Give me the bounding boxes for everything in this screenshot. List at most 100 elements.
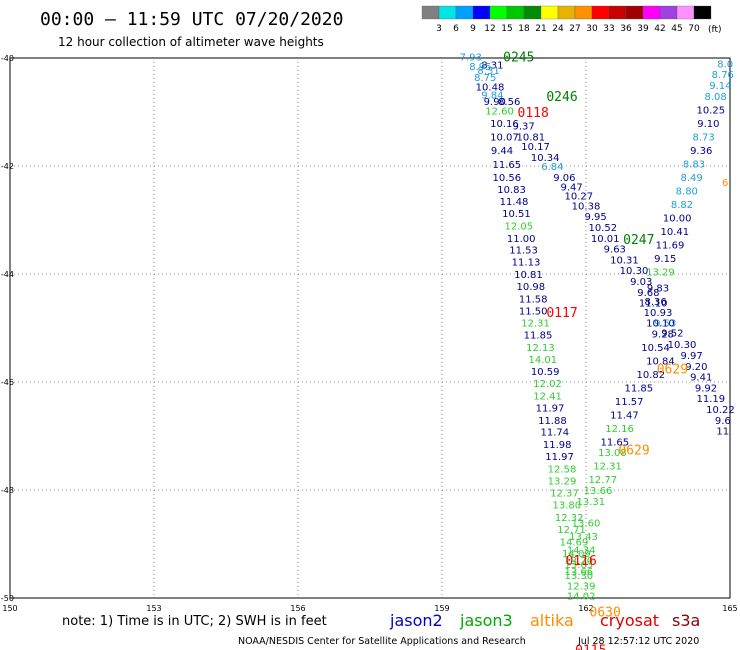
wave-height-value: 9.28 xyxy=(652,329,674,340)
wave-height-value: 8.82 xyxy=(671,200,693,211)
footer-timestamp: Jul 28 12:57:12 UTC 2020 xyxy=(577,636,699,647)
wave-height-value: 9.44 xyxy=(491,146,513,157)
wave-height-value: 11.85 xyxy=(524,330,553,341)
wave-height-value: 10.54 xyxy=(641,343,670,354)
satellite-legend-jason2: jason2 xyxy=(389,611,443,630)
wave-height-value: 13.66 xyxy=(584,486,613,497)
wave-height-value: 13.29 xyxy=(646,267,675,278)
wave-height-value: 8.08 xyxy=(704,92,726,103)
longitude-label: 162 xyxy=(578,604,593,613)
wave-height-value: 11.97 xyxy=(536,403,565,414)
wave-height-value: 9.47 xyxy=(560,183,582,194)
wave-height-value: 9.52 xyxy=(661,328,683,339)
wave-height-value: 9.10 xyxy=(697,119,719,130)
wave-height-value: 7.93 xyxy=(460,52,482,63)
wave-height-value: 10.38 xyxy=(572,201,601,212)
colorbar-swatch xyxy=(574,5,593,20)
wave-height-value: 8.73 xyxy=(692,132,714,143)
latitude-label: -46 xyxy=(1,378,14,387)
wave-height-value: 8.31 xyxy=(477,66,499,77)
colorbar-tick: 70 xyxy=(688,24,700,34)
wave-height-value: 8.80 xyxy=(676,186,698,197)
wave-height-value: 10.10 xyxy=(646,319,675,330)
wave-height-value: 9.03 xyxy=(630,277,652,288)
colorbar-legend: 3 6 9 12 15 18 21 24 27 30 33 36 39 42 45 70 xyxy=(421,5,712,34)
colorbar-tick: 39 xyxy=(637,24,649,34)
wave-height-value: 12.16 xyxy=(605,424,634,435)
wave-height-value: 11.10 xyxy=(639,299,668,310)
latitude-label: -42 xyxy=(1,162,14,171)
wave-height-value: 10.30 xyxy=(620,266,649,277)
wave-height-value: 14.69 xyxy=(560,537,589,548)
wave-height-value: 10.30 xyxy=(668,340,697,351)
time-label: 0245 xyxy=(503,50,534,65)
colorbar-swatch xyxy=(421,5,440,20)
colorbar-tick: 6 xyxy=(453,24,459,34)
wave-height-value: 10.93 xyxy=(644,308,673,319)
wave-height-value: 11.97 xyxy=(545,452,574,463)
wave-height-value: 12.39 xyxy=(567,582,596,593)
colorbar-swatch xyxy=(506,5,525,20)
footer-credit: NOAA/NESDIS Center for Satellite Applica… xyxy=(238,636,526,647)
wave-height-value: 9.83 xyxy=(647,284,669,295)
wave-height-value: 14.02 xyxy=(567,591,596,602)
colorbar-swatch xyxy=(472,5,491,20)
wave-height-value: 10.98 xyxy=(516,282,545,293)
wave-height-value: 10.81 xyxy=(516,132,545,143)
wave-height-value: 11.98 xyxy=(543,440,572,451)
wave-height-value: 9.36 xyxy=(690,146,712,157)
wave-height-value: 10.56 xyxy=(492,173,521,184)
wave-height-value: 12.31 xyxy=(521,319,550,330)
wave-height-value: 13.08 xyxy=(598,448,627,459)
colorbar-tick: 45 xyxy=(671,24,682,34)
wave-height-value: 10.83 xyxy=(497,185,526,196)
wave-height-value: 12.41 xyxy=(533,392,562,403)
wave-height-value: 11.50 xyxy=(519,307,548,318)
time-label: 0118 xyxy=(518,106,549,121)
colorbar-swatch xyxy=(693,5,712,20)
wave-height-value: 9.06 xyxy=(553,173,575,184)
wave-height-value: 8.83 xyxy=(683,159,705,170)
colorbar-tick: 12 xyxy=(484,24,495,34)
satellite-legend: jason2 jason3 altika cryosat s3a xyxy=(389,611,700,630)
wave-height-value: 8.0 xyxy=(717,59,733,70)
colorbar-swatch xyxy=(608,5,627,20)
wave-height-value: 10.16 xyxy=(490,119,519,130)
wave-height-value: 8.76 xyxy=(712,70,734,81)
longitude-label: 165 xyxy=(722,604,737,613)
wave-height-value: 8.36 xyxy=(644,297,666,308)
colorbar-tick: 3 xyxy=(436,24,442,34)
wave-height-value: 11.47 xyxy=(610,410,639,421)
colorbar-tick: 18 xyxy=(518,24,530,34)
wave-height-value: 11.13 xyxy=(512,258,541,269)
colorbar-swatch xyxy=(557,5,576,20)
latitude-label: -50 xyxy=(1,594,14,603)
colorbar-swatch xyxy=(455,5,474,20)
longitude-label: 159 xyxy=(434,604,449,613)
colorbar-tick: 42 xyxy=(654,24,665,34)
wave-height-value: 9.6 xyxy=(715,416,731,427)
wave-height-value: 13.29 xyxy=(548,476,577,487)
colorbar-tick: 33 xyxy=(603,24,614,34)
latitude-label: -44 xyxy=(1,270,14,279)
colorbar-tick: 36 xyxy=(620,24,632,34)
wave-height-value: 9.14 xyxy=(709,81,731,92)
wave-height-value: 9.90 xyxy=(484,97,506,108)
wave-height-value: 13.66 xyxy=(564,567,593,578)
longitude-label: 153 xyxy=(146,604,161,613)
longitude-label: 150 xyxy=(2,604,17,613)
wave-height-value: 11.85 xyxy=(624,383,653,394)
wave-height-value: 13.43 xyxy=(569,532,598,543)
wave-height-value: 11.00 xyxy=(507,234,536,245)
map-frame xyxy=(9,57,731,599)
time-label: 0246 xyxy=(546,90,577,105)
wave-height-value: 6.84 xyxy=(541,162,563,173)
longitude-labels: 150 153 156 159 162 165 xyxy=(2,604,737,613)
wave-height-value: 13.80 xyxy=(552,501,581,512)
wave-height-value: 10.01 xyxy=(591,234,620,245)
wave-height-value: 10.22 xyxy=(706,405,735,416)
wave-height-value: 6 xyxy=(722,178,728,189)
time-label: 0247 xyxy=(623,233,654,248)
wave-height-value: 8.75 xyxy=(474,73,496,84)
